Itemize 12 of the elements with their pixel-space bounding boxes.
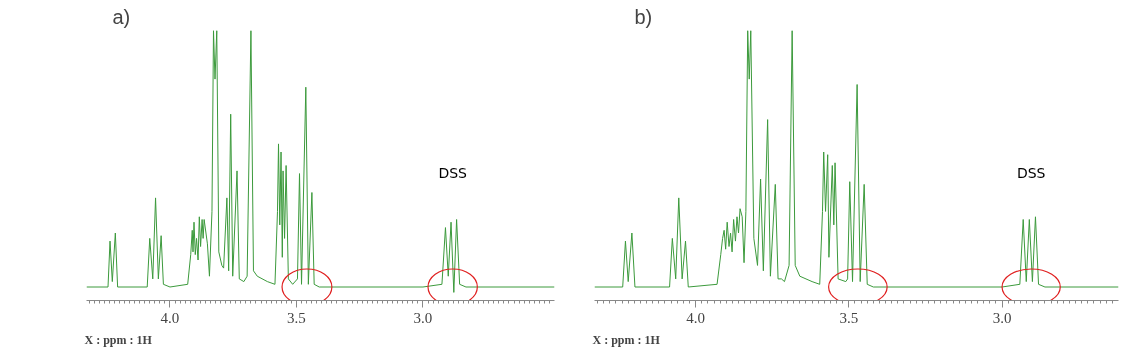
x-axis-title: X : ppm : 1H — [592, 332, 661, 347]
chart-title: b) — [634, 5, 653, 28]
x-axis-title: X : ppm : 1H — [84, 332, 153, 347]
annotation: DSS — [1016, 164, 1046, 181]
x-tick-label: 3.5 — [287, 309, 306, 326]
annotation: DSS — [438, 164, 468, 181]
x-tick-label: 3.0 — [413, 309, 433, 326]
x-tick-label: 4.0 — [686, 309, 705, 326]
x-tick-label: 3.0 — [992, 309, 1012, 326]
x-tick-label: 4.0 — [160, 309, 180, 326]
chart-title: a) — [112, 5, 131, 28]
x-tick-label: 3.5 — [839, 309, 859, 326]
